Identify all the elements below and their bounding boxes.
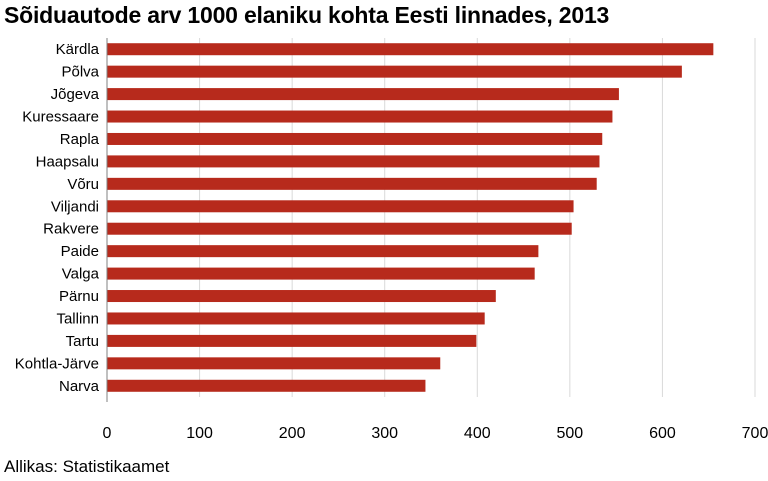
category-labels: Kärdla Põlva Jõgeva Kuressaare Rapla Haapsalu… — [15, 41, 100, 395]
x-tick-label: 0 — [103, 425, 112, 442]
x-tick-labels: 0 100 200 300 400 500 600 700 — [103, 425, 768, 442]
bar-tallinn — [107, 312, 485, 325]
category-label: Kuressaare — [22, 109, 99, 126]
bar-kohtla-järve — [107, 357, 441, 370]
x-tick-label: 500 — [557, 425, 584, 442]
bar-narva — [107, 379, 426, 392]
category-label: Narva — [59, 378, 100, 395]
x-tick-label: 700 — [742, 425, 768, 442]
category-label: Tartu — [66, 333, 99, 350]
x-tick-label: 300 — [371, 425, 398, 442]
bar-viljandi — [107, 200, 574, 213]
category-label: Paide — [61, 243, 99, 260]
x-tick-label: 400 — [464, 425, 491, 442]
bars — [107, 43, 714, 392]
category-label: Rapla — [60, 131, 100, 148]
category-label: Pärnu — [59, 288, 99, 305]
bar-paide — [107, 245, 539, 258]
bar-haapsalu — [107, 155, 600, 168]
source-note: Allikas: Statistikaamet — [4, 457, 170, 476]
bar-jõgeva — [107, 88, 619, 101]
chart-title: Sõiduautode arv 1000 elaniku kohta Eesti… — [4, 2, 610, 28]
category-label: Põlva — [61, 64, 99, 81]
category-label: Haapsalu — [36, 153, 99, 170]
bar-valga — [107, 267, 535, 280]
bar-võru — [107, 177, 597, 190]
bar-rapla — [107, 132, 603, 145]
category-label: Tallinn — [56, 310, 99, 327]
bar-põlva — [107, 65, 682, 78]
bar-pärnu — [107, 290, 496, 303]
category-label: Võru — [67, 176, 99, 193]
x-tick-label: 100 — [186, 425, 213, 442]
category-label: Rakvere — [43, 221, 99, 238]
category-label: Kohtla-Järve — [15, 355, 99, 372]
bar-tartu — [107, 334, 477, 347]
category-label: Valga — [62, 266, 100, 283]
category-label: Viljandi — [51, 198, 99, 215]
x-tick-label: 600 — [649, 425, 676, 442]
category-label: Jõgeva — [51, 86, 100, 103]
x-tick-label: 200 — [279, 425, 306, 442]
bar-kuressaare — [107, 110, 613, 123]
bar-kärdla — [107, 43, 714, 56]
category-label: Kärdla — [56, 41, 100, 58]
bar-rakvere — [107, 222, 572, 235]
